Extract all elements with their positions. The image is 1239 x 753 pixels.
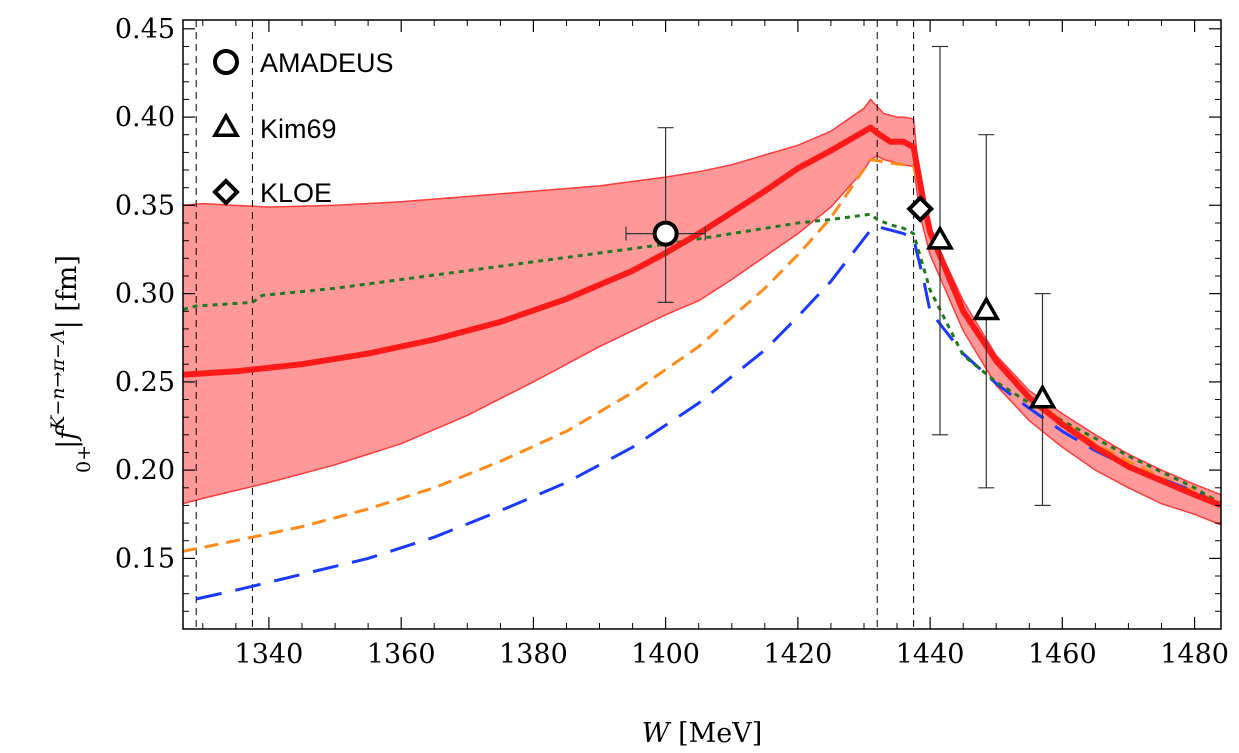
threshold-lines bbox=[195, 20, 915, 629]
legend-kim69-label: Kim69 bbox=[260, 114, 337, 144]
y-axis-f: f bbox=[52, 426, 83, 442]
uncertainty-band bbox=[183, 98, 1221, 526]
legend-kim69-marker bbox=[211, 112, 241, 138]
legend-kloe-label: KLOE bbox=[260, 178, 332, 208]
kim69-marker bbox=[1028, 383, 1057, 409]
legend: AMADEUS Kim69 KLOE bbox=[211, 48, 394, 208]
x-tick-label: 1420 bbox=[764, 639, 833, 670]
kim69-marker bbox=[972, 295, 1001, 321]
y-axis-title: |fK−n→π−Λ| [fm] 0+ bbox=[47, 255, 95, 473]
y-axis-rest: | [fm] bbox=[52, 255, 83, 329]
x-tick-label: 1380 bbox=[499, 639, 568, 670]
kloe-marker bbox=[906, 195, 935, 223]
y-tick-label: 0.15 bbox=[115, 543, 175, 574]
x-axis-var: W bbox=[642, 718, 672, 749]
y-tick-label: 0.45 bbox=[115, 14, 175, 45]
x-tick-label: 1400 bbox=[631, 639, 700, 670]
legend-kloe-marker bbox=[212, 178, 240, 206]
y-tick-label: 0.35 bbox=[115, 190, 175, 221]
band-fill bbox=[183, 99, 1221, 525]
kim69-marker bbox=[925, 225, 955, 250]
plot-frame bbox=[182, 19, 1222, 630]
green-dotted-curve bbox=[183, 212, 1221, 505]
legend-amadeus-label: AMADEUS bbox=[260, 48, 394, 78]
blue-dashed-curve bbox=[195, 225, 1221, 601]
y-axis-superscript: K−n→π−Λ bbox=[47, 329, 69, 430]
x-tick-label: 1440 bbox=[896, 639, 965, 670]
data-points bbox=[625, 45, 1057, 506]
x-axis-title: W [MeV] bbox=[642, 718, 763, 749]
x-tick-label: 1340 bbox=[235, 639, 304, 670]
curves bbox=[183, 124, 1221, 601]
x-axis-unit: [MeV] bbox=[669, 718, 762, 749]
x-tick-label: 1460 bbox=[1028, 639, 1097, 670]
y-tick-label: 0.40 bbox=[115, 102, 175, 133]
y-axis-bar-open: | bbox=[52, 440, 83, 449]
y-tick-label: 0.30 bbox=[115, 279, 175, 310]
y-tick-label: 0.25 bbox=[115, 367, 175, 398]
amadeus-marker bbox=[652, 220, 679, 247]
x-tick-label: 1480 bbox=[1160, 639, 1229, 670]
axis-ticks: 1340 1360 1380 1400 1420 1440 1460 1480 0.15 0.20… bbox=[115, 14, 1229, 670]
legend-amadeus-marker bbox=[213, 49, 239, 75]
x-tick-label: 1360 bbox=[367, 639, 436, 670]
svg-text:|fK−n→π−Λ| [fm]0+: |fK−n→π−Λ| [fm] 0+ bbox=[47, 255, 95, 473]
y-tick-label: 0.20 bbox=[115, 455, 175, 486]
red-curve bbox=[183, 124, 1221, 509]
y-axis-subscript: 0+ bbox=[73, 445, 95, 473]
